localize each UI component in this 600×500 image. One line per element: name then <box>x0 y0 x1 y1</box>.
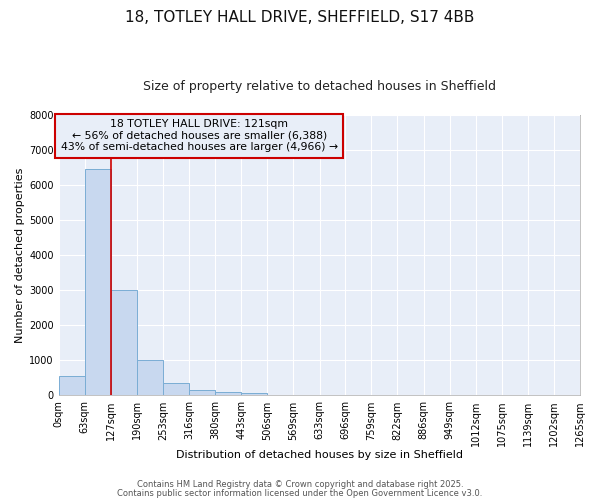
Text: Contains HM Land Registry data © Crown copyright and database right 2025.: Contains HM Land Registry data © Crown c… <box>137 480 463 489</box>
Title: Size of property relative to detached houses in Sheffield: Size of property relative to detached ho… <box>143 80 496 93</box>
Bar <box>241 393 267 396</box>
Text: 18 TOTLEY HALL DRIVE: 121sqm
← 56% of detached houses are smaller (6,388)
43% of: 18 TOTLEY HALL DRIVE: 121sqm ← 56% of de… <box>61 119 338 152</box>
Bar <box>85 170 111 396</box>
Bar <box>111 290 137 396</box>
Bar <box>59 376 85 396</box>
Text: Contains public sector information licensed under the Open Government Licence v3: Contains public sector information licen… <box>118 488 482 498</box>
Bar <box>137 360 163 396</box>
Text: 18, TOTLEY HALL DRIVE, SHEFFIELD, S17 4BB: 18, TOTLEY HALL DRIVE, SHEFFIELD, S17 4B… <box>125 10 475 25</box>
Y-axis label: Number of detached properties: Number of detached properties <box>15 168 25 343</box>
X-axis label: Distribution of detached houses by size in Sheffield: Distribution of detached houses by size … <box>176 450 463 460</box>
Bar <box>215 392 241 396</box>
Bar <box>189 390 215 396</box>
Bar <box>163 382 189 396</box>
